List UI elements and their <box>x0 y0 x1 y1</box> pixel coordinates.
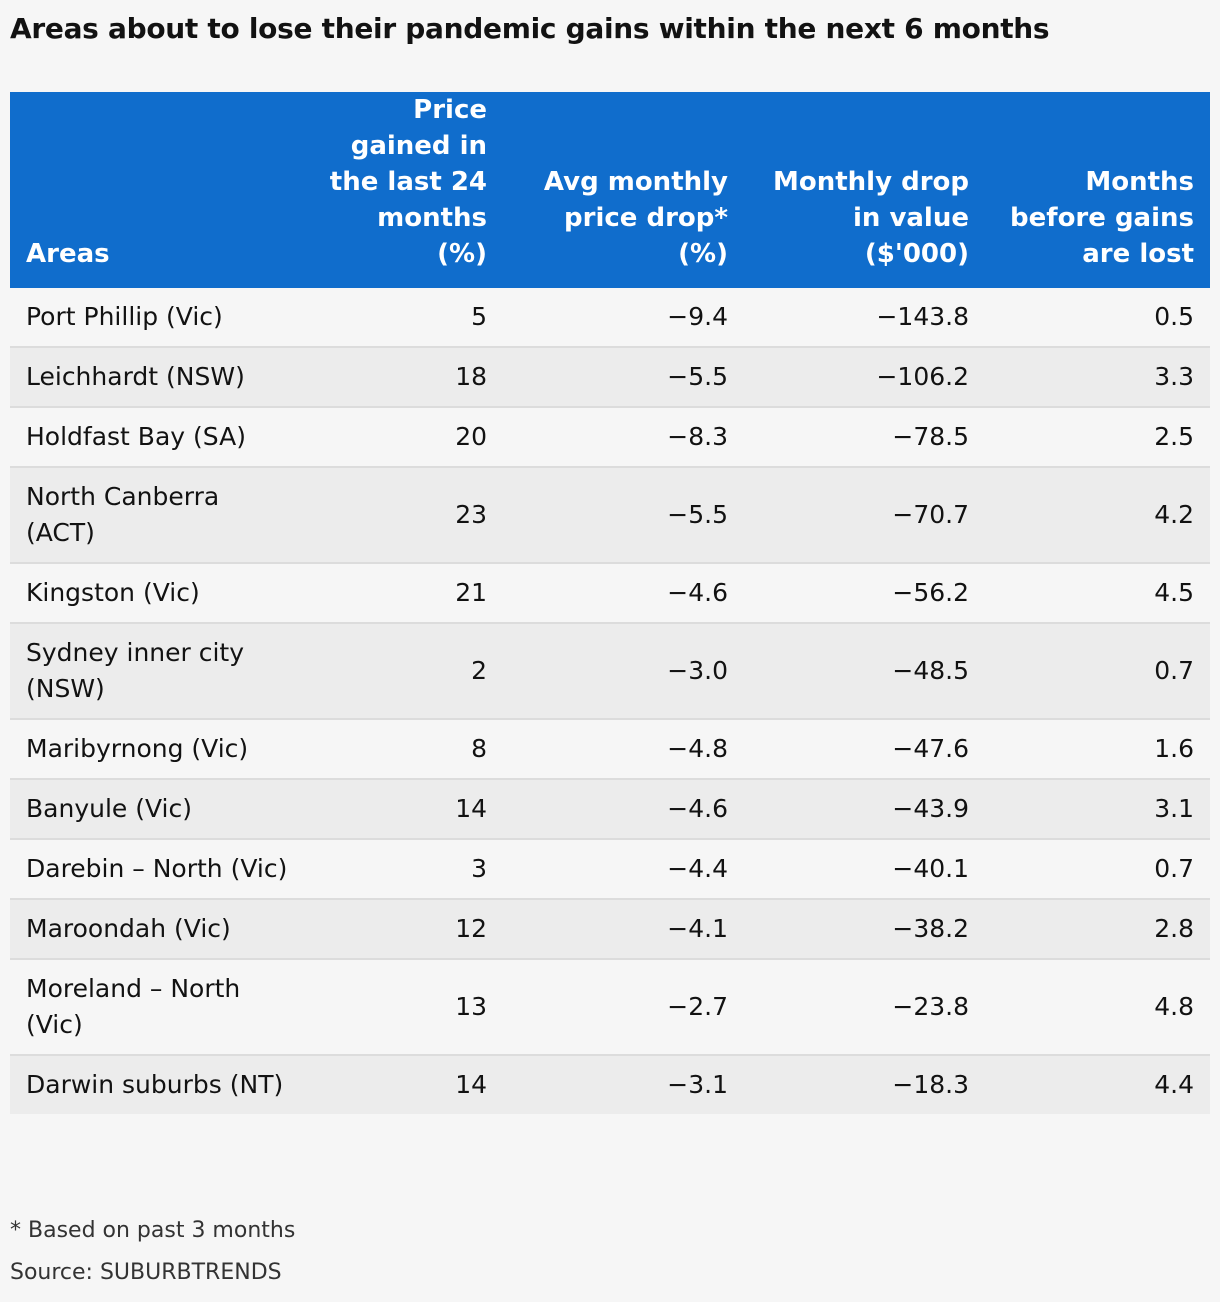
avg-monthly-drop-cell: −2.7 <box>667 992 728 1021</box>
monthly-drop-value-cell: −43.9 <box>892 794 969 823</box>
area-cell: Sydney inner city (NSW) <box>26 638 245 703</box>
table-row: Darebin – North (Vic) 3 −4.4 −40.1 0.7 <box>10 839 1210 899</box>
table-row: Kingston (Vic) 21 −4.6 −56.2 4.5 <box>10 563 1210 623</box>
table-body: Port Phillip (Vic) 5 −9.4 −143.8 0.5 Leichhar… <box>10 288 1210 1114</box>
price-gained-cell: 18 <box>455 362 487 391</box>
table-row: Banyule (Vic) 14 −4.6 −43.9 3.1 <box>10 779 1210 839</box>
area-cell: Darebin – North (Vic) <box>26 854 288 883</box>
price-gained-cell: 2 <box>471 656 487 685</box>
price-gained-cell: 12 <box>455 914 487 943</box>
price-gained-cell: 14 <box>455 794 487 823</box>
data-table: Areas Price gained in the last 24 months… <box>10 92 1210 1114</box>
price-gained-cell: 5 <box>471 302 487 331</box>
avg-monthly-drop-cell: −4.8 <box>667 734 728 763</box>
avg-monthly-drop-cell: −9.4 <box>667 302 728 331</box>
avg-monthly-drop-cell: −8.3 <box>667 422 728 451</box>
column-header-monthly-drop-value: Monthly drop in value ($'000) <box>772 167 969 269</box>
table-row: Port Phillip (Vic) 5 −9.4 −143.8 0.5 <box>10 288 1210 347</box>
months-before-lost-cell: 4.8 <box>1154 992 1194 1021</box>
price-gained-cell: 20 <box>455 422 487 451</box>
months-before-lost-cell: 4.2 <box>1154 500 1194 529</box>
area-cell: Leichhardt (NSW) <box>26 362 245 391</box>
avg-monthly-drop-cell: −5.5 <box>667 362 728 391</box>
months-before-lost-cell: 0.7 <box>1154 854 1194 883</box>
table-row: Sydney inner city (NSW) 2 −3.0 −48.5 0.7 <box>10 623 1210 719</box>
months-before-lost-cell: 4.4 <box>1154 1070 1194 1099</box>
avg-monthly-drop-cell: −4.6 <box>667 578 728 607</box>
column-header-price-gained: Price gained in the last 24 months (%) <box>329 95 487 269</box>
months-before-lost-cell: 3.3 <box>1154 362 1194 391</box>
area-cell: Maribyrnong (Vic) <box>26 734 249 763</box>
monthly-drop-value-cell: −143.8 <box>876 302 969 331</box>
area-cell: Banyule (Vic) <box>26 794 192 823</box>
area-cell: Holdfast Bay (SA) <box>26 422 246 451</box>
monthly-drop-value-cell: −106.2 <box>876 362 969 391</box>
months-before-lost-cell: 0.7 <box>1154 656 1194 685</box>
monthly-drop-value-cell: −38.2 <box>892 914 969 943</box>
area-cell: Port Phillip (Vic) <box>26 302 223 331</box>
area-cell: Maroondah (Vic) <box>26 914 231 943</box>
monthly-drop-value-cell: −56.2 <box>892 578 969 607</box>
chart-title: Areas about to lose their pandemic gains… <box>10 12 1050 45</box>
avg-monthly-drop-cell: −4.1 <box>667 914 728 943</box>
table-row: Maroondah (Vic) 12 −4.1 −38.2 2.8 <box>10 899 1210 959</box>
avg-monthly-drop-cell: −3.1 <box>667 1070 728 1099</box>
area-cell: Kingston (Vic) <box>26 578 200 607</box>
footnote: * Based on past 3 months <box>10 1218 296 1243</box>
column-header-avg-monthly-drop: Avg monthly price drop* (%) <box>543 167 728 269</box>
table-row: North Canberra (ACT) 23 −5.5 −70.7 4.2 <box>10 467 1210 563</box>
monthly-drop-value-cell: −70.7 <box>892 500 969 529</box>
monthly-drop-value-cell: −40.1 <box>892 854 969 883</box>
column-header-areas: Areas <box>26 239 110 269</box>
monthly-drop-value-cell: −47.6 <box>892 734 969 763</box>
area-cell: Darwin suburbs (NT) <box>26 1070 284 1099</box>
table-row: Maribyrnong (Vic) 8 −4.8 −47.6 1.6 <box>10 719 1210 779</box>
avg-monthly-drop-cell: −3.0 <box>667 656 728 685</box>
source-note: Source: SUBURBTRENDS <box>10 1260 282 1285</box>
column-header-months-before-lost: Months before gains are lost <box>1010 167 1194 269</box>
monthly-drop-value-cell: −18.3 <box>892 1070 969 1099</box>
price-gained-cell: 3 <box>471 854 487 883</box>
price-gained-cell: 13 <box>455 992 487 1021</box>
months-before-lost-cell: 2.8 <box>1154 914 1194 943</box>
price-gained-cell: 21 <box>455 578 487 607</box>
months-before-lost-cell: 4.5 <box>1154 578 1194 607</box>
months-before-lost-cell: 2.5 <box>1154 422 1194 451</box>
area-cell: Moreland – North (Vic) <box>26 974 241 1039</box>
price-gained-cell: 8 <box>471 734 487 763</box>
avg-monthly-drop-cell: −4.4 <box>667 854 728 883</box>
table-row: Holdfast Bay (SA) 20 −8.3 −78.5 2.5 <box>10 407 1210 467</box>
table-row: Moreland – North (Vic) 13 −2.7 −23.8 4.8 <box>10 959 1210 1055</box>
months-before-lost-cell: 1.6 <box>1154 734 1194 763</box>
months-before-lost-cell: 3.1 <box>1154 794 1194 823</box>
monthly-drop-value-cell: −48.5 <box>892 656 969 685</box>
price-gained-cell: 23 <box>455 500 487 529</box>
table-row: Darwin suburbs (NT) 14 −3.1 −18.3 4.4 <box>10 1055 1210 1114</box>
area-cell: North Canberra (ACT) <box>26 482 220 547</box>
avg-monthly-drop-cell: −5.5 <box>667 500 728 529</box>
monthly-drop-value-cell: −23.8 <box>892 992 969 1021</box>
avg-monthly-drop-cell: −4.6 <box>667 794 728 823</box>
table-row: Leichhardt (NSW) 18 −5.5 −106.2 3.3 <box>10 347 1210 407</box>
months-before-lost-cell: 0.5 <box>1154 302 1194 331</box>
price-gained-cell: 14 <box>455 1070 487 1099</box>
monthly-drop-value-cell: −78.5 <box>892 422 969 451</box>
header-row: Areas Price gained in the last 24 months… <box>10 92 1210 288</box>
